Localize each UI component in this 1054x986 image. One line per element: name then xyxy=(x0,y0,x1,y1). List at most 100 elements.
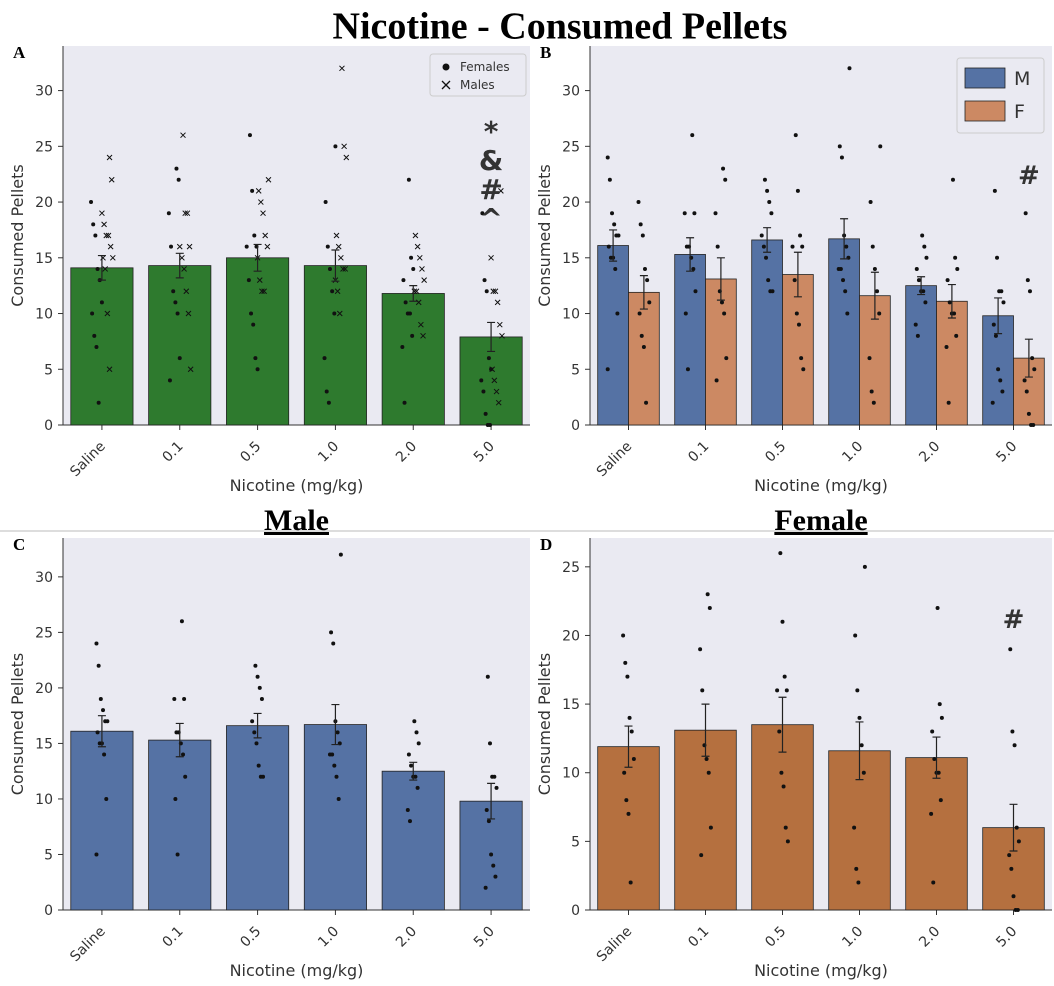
data-point xyxy=(629,729,634,734)
data-point xyxy=(845,311,850,316)
legend-label: F xyxy=(1014,101,1025,123)
data-point xyxy=(605,367,610,372)
data-point xyxy=(1011,894,1016,899)
data-point xyxy=(996,367,1001,372)
data-point xyxy=(94,641,99,646)
data-point xyxy=(175,852,180,857)
x-tick-label: Saline xyxy=(594,439,636,481)
data-point xyxy=(105,232,112,239)
data-point xyxy=(623,660,628,665)
data-point xyxy=(945,278,950,283)
data-point xyxy=(255,674,260,679)
data-point xyxy=(779,770,784,775)
data-point xyxy=(172,697,177,702)
data-point xyxy=(173,300,178,305)
data-point xyxy=(857,715,862,720)
data-point xyxy=(335,730,340,735)
data-point xyxy=(177,356,182,361)
data-point xyxy=(1015,908,1020,912)
data-point xyxy=(769,211,774,216)
error-bar xyxy=(253,712,262,739)
legend-label: Females xyxy=(460,60,510,74)
data-point xyxy=(179,619,184,624)
bar xyxy=(226,725,290,911)
data-point xyxy=(641,344,646,349)
data-point xyxy=(794,311,799,316)
data-point xyxy=(332,311,337,316)
error-bar xyxy=(870,271,879,320)
data-point xyxy=(954,333,959,338)
data-point xyxy=(854,866,859,871)
data-point xyxy=(342,266,349,272)
data-point xyxy=(704,757,709,762)
data-point xyxy=(856,880,861,885)
x-tick-label: 0.1 xyxy=(685,924,712,951)
bar xyxy=(782,274,814,426)
data-point xyxy=(489,366,496,373)
data-point xyxy=(411,266,416,271)
data-point xyxy=(498,188,504,194)
data-point xyxy=(251,322,256,327)
y-tick-label: 30 xyxy=(35,84,53,100)
data-point xyxy=(93,233,98,238)
x-tick-label: Saline xyxy=(594,924,636,966)
data-point xyxy=(246,278,251,283)
data-point xyxy=(766,278,771,283)
data-point xyxy=(1009,866,1014,871)
data-point xyxy=(494,299,501,306)
data-point xyxy=(480,211,485,216)
y-tick-label: 5 xyxy=(44,362,53,378)
data-point xyxy=(95,730,100,735)
x-tick-label: 0.1 xyxy=(685,439,712,466)
data-point xyxy=(418,321,424,328)
x-tick-label: Saline xyxy=(67,924,109,966)
data-point xyxy=(950,177,955,182)
figure-title: Nicotine - Consumed Pellets xyxy=(333,6,788,48)
error-bar xyxy=(793,251,802,298)
data-point xyxy=(336,796,341,801)
data-point xyxy=(777,729,782,734)
error-bar xyxy=(701,703,710,757)
error-bar xyxy=(947,283,956,319)
data-point xyxy=(326,400,331,405)
error-bar xyxy=(487,782,496,820)
y-axis-label: Consumed Pellets xyxy=(535,164,554,307)
data-point xyxy=(759,233,764,238)
error-bar xyxy=(1009,803,1018,852)
y-tick-label: 10 xyxy=(562,307,580,323)
error-bar xyxy=(487,321,496,353)
error-bar xyxy=(624,725,633,768)
data-point xyxy=(915,333,920,338)
data-point xyxy=(938,798,943,803)
x-tick-label: 0.5 xyxy=(237,924,264,951)
error-bar xyxy=(855,721,864,781)
data-point xyxy=(327,266,332,271)
x-tick-label: 1.0 xyxy=(315,439,342,466)
data-point xyxy=(878,144,883,149)
data-point xyxy=(259,288,265,295)
data-point xyxy=(944,344,949,349)
data-point xyxy=(106,366,113,373)
y-tick-label: 10 xyxy=(35,792,53,808)
data-point xyxy=(785,839,790,844)
data-point xyxy=(1023,211,1028,216)
data-point xyxy=(336,310,343,317)
bar xyxy=(70,730,134,911)
data-point xyxy=(91,222,96,227)
error-bar xyxy=(409,761,418,781)
data-point xyxy=(421,277,428,283)
data-point xyxy=(782,674,787,679)
data-point xyxy=(770,289,775,294)
x-tick-label: 2.0 xyxy=(916,924,943,951)
y-tick-label: 0 xyxy=(44,418,53,434)
error-bar xyxy=(1024,338,1033,378)
data-point xyxy=(261,288,267,295)
data-point xyxy=(92,333,97,338)
data-point xyxy=(184,210,191,217)
data-point xyxy=(616,233,621,238)
data-point xyxy=(101,221,107,228)
bar xyxy=(381,293,445,426)
data-point xyxy=(685,367,690,372)
data-point xyxy=(407,311,412,316)
data-point xyxy=(916,278,921,283)
